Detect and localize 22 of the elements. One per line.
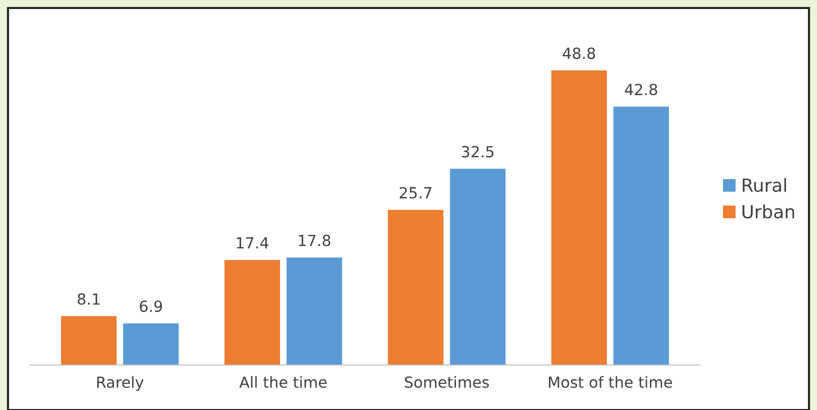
data-label: 42.8 <box>624 84 658 96</box>
x-tick-label: Rarely <box>97 376 144 391</box>
x-tick-label: All the time <box>239 376 327 388</box>
data-label: 32.5 <box>462 146 494 158</box>
bar <box>61 316 117 365</box>
legend-label: Urban <box>742 204 794 218</box>
data-label: 8.1 <box>78 293 100 305</box>
data-label: 6.9 <box>140 300 162 312</box>
bar <box>286 258 342 365</box>
x-tick-label: Most of the time <box>548 376 672 388</box>
bar <box>388 210 444 365</box>
data-label: 17.4 <box>236 237 268 248</box>
bar <box>450 168 506 365</box>
data-label: 17.8 <box>299 234 330 246</box>
x-tick-label: Sometimes <box>404 376 489 388</box>
bar <box>123 323 179 365</box>
bar <box>224 260 280 365</box>
data-label: 25.7 <box>400 186 432 199</box>
bar <box>613 106 669 365</box>
legend-label: Rural <box>742 178 786 192</box>
bar <box>551 70 607 365</box>
data-label: 48.8 <box>562 48 596 60</box>
